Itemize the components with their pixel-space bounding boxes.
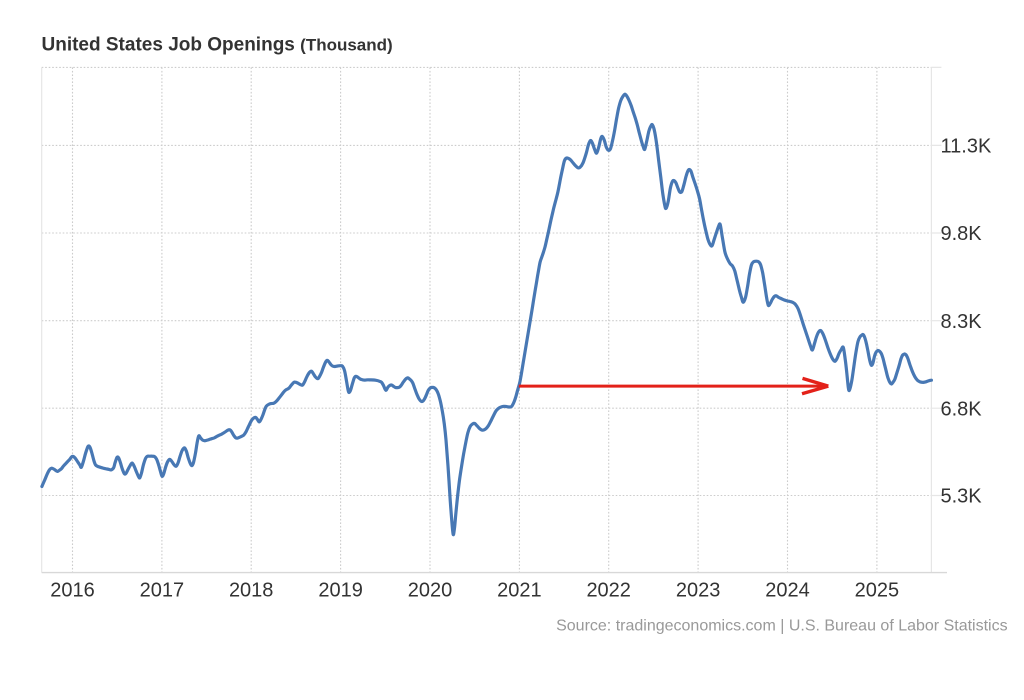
svg-text:6.8K: 6.8K	[941, 398, 983, 420]
svg-text:2019: 2019	[318, 580, 363, 602]
svg-text:2025: 2025	[855, 580, 900, 602]
svg-text:5.3K: 5.3K	[941, 486, 983, 508]
svg-text:2022: 2022	[586, 580, 631, 602]
svg-text:8.3K: 8.3K	[941, 311, 983, 333]
svg-text:2016: 2016	[50, 580, 95, 602]
svg-text:2018: 2018	[229, 580, 274, 602]
svg-text:11.3K: 11.3K	[941, 136, 992, 158]
svg-text:2023: 2023	[676, 580, 721, 602]
svg-text:9.8K: 9.8K	[941, 223, 983, 245]
svg-text:2020: 2020	[408, 580, 453, 602]
svg-text:2017: 2017	[140, 580, 185, 602]
svg-text:United States Job Openings (Th: United States Job Openings (Thousand)	[42, 35, 393, 56]
svg-text:2024: 2024	[765, 580, 810, 602]
svg-text:2021: 2021	[497, 580, 542, 602]
svg-text:Source: tradingeconomics.com |: Source: tradingeconomics.com | U.S. Bure…	[556, 618, 1007, 635]
